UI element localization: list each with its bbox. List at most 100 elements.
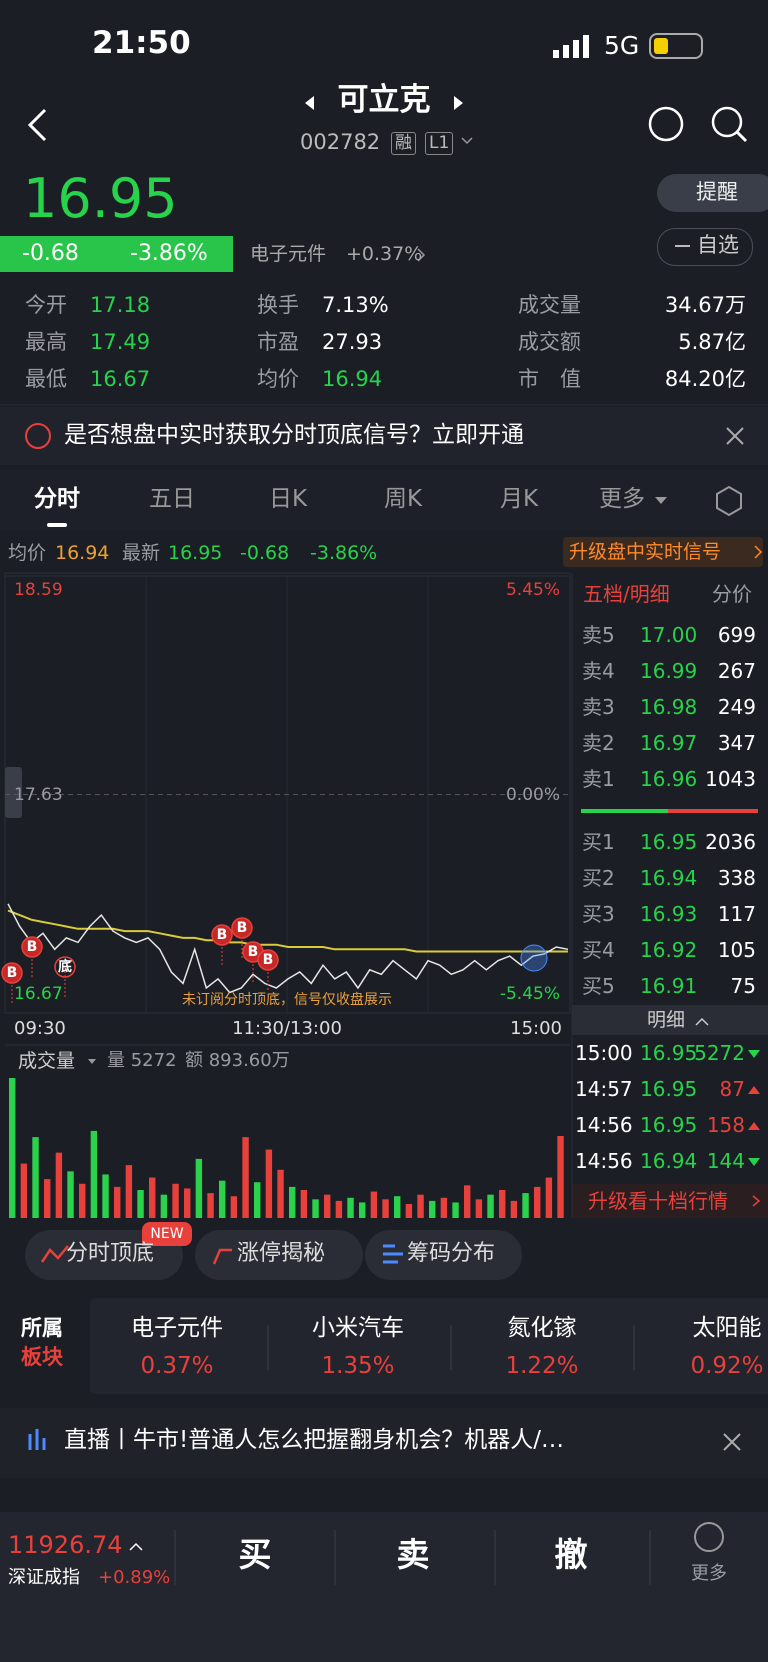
- trade-action[interactable]: 卖: [396, 1535, 430, 1574]
- volume-label[interactable]: 成交量: [18, 1050, 76, 1072]
- battery: [649, 33, 703, 59]
- detail-bar[interactable]: [572, 1005, 768, 1035]
- dropdown[interactable]: [461, 137, 473, 145]
- back-button[interactable]: [27, 108, 47, 142]
- tab[interactable]: 五日: [149, 486, 195, 512]
- book-price: 16.94: [640, 866, 698, 890]
- volume-bar: [499, 1190, 506, 1218]
- info-avg-label: 均价: [8, 542, 47, 564]
- tab[interactable]: 月K: [499, 486, 539, 512]
- sector-name[interactable]: 电子元件: [131, 1315, 223, 1341]
- trade-action[interactable]: 买: [238, 1535, 272, 1574]
- book-volume: 338: [717, 866, 756, 890]
- tool-label[interactable]: 涨停揭秘: [237, 1241, 326, 1266]
- ten-level-bar[interactable]: [572, 1184, 768, 1218]
- sector-label: 板块: [21, 1345, 63, 1369]
- upgrade-arrow: [754, 545, 763, 559]
- ten-level-upgrade[interactable]: 升级看十档行情: [588, 1189, 728, 1213]
- watchlist-button[interactable]: [657, 228, 753, 266]
- info-change-pct: -3.86%: [310, 542, 378, 564]
- book-level: 买1: [582, 830, 615, 854]
- trade-volume: 144: [706, 1149, 745, 1173]
- bottom-bar: [0, 1512, 768, 1662]
- stat-label: 市 值: [518, 367, 581, 391]
- trade-arrow: [748, 1086, 760, 1094]
- sector-change: 0.92%: [690, 1353, 764, 1379]
- volume-bar: [534, 1186, 541, 1218]
- clock: 21:50: [92, 25, 191, 61]
- stock-name: 可立克: [337, 82, 431, 118]
- volume-bar: [359, 1202, 366, 1218]
- trade-time: 14:57: [575, 1077, 633, 1101]
- tool-label[interactable]: 分时顶底: [66, 1241, 155, 1266]
- more-label[interactable]: 更多: [691, 1563, 727, 1584]
- stat-value: 17.18: [90, 293, 151, 317]
- book-level: 卖3: [582, 695, 615, 719]
- search-button[interactable]: [711, 106, 743, 138]
- pct-label: -5.45%: [499, 984, 560, 1004]
- volume-bar: [230, 1196, 238, 1218]
- book-level: 买2: [582, 866, 615, 890]
- book-volume: 75: [730, 974, 756, 998]
- tool-pill[interactable]: [195, 1230, 363, 1280]
- more-icon[interactable]: [694, 1522, 724, 1552]
- new-badge-text: NEW: [150, 1226, 184, 1242]
- volume-bar: [265, 1149, 273, 1218]
- upgrade-text[interactable]: 升级盘中实时信号: [569, 541, 722, 563]
- book-volume: 347: [717, 731, 756, 755]
- upgrade-pill[interactable]: [563, 537, 763, 567]
- volume-bar: [289, 1186, 296, 1218]
- tab[interactable]: 周K: [383, 486, 423, 512]
- volume-bar: [32, 1137, 39, 1218]
- sector-name[interactable]: 氮化镓: [507, 1315, 577, 1341]
- detail-caret: [695, 1017, 709, 1026]
- more-arrow: [655, 497, 667, 504]
- sector-name[interactable]: 太阳能: [692, 1315, 762, 1341]
- volume-bar: [510, 1200, 518, 1218]
- trade-time: 14:56: [575, 1113, 633, 1137]
- book-level: 卖4: [582, 659, 615, 683]
- tab[interactable]: 分时: [34, 486, 80, 512]
- sector-change: +0.37%: [346, 243, 423, 265]
- chart-handle[interactable]: [5, 767, 22, 818]
- time-label: 09:30: [14, 1018, 66, 1039]
- sector-label: 所属: [21, 1316, 63, 1340]
- volume-bar: [464, 1185, 471, 1218]
- close-button[interactable]: [723, 1433, 741, 1451]
- tab[interactable]: 日K: [268, 486, 308, 512]
- tab[interactable]: 更多: [599, 486, 645, 512]
- badge: L1: [425, 132, 454, 155]
- upgrade-arrow: [752, 1195, 761, 1207]
- trade-volume: 5272: [694, 1041, 745, 1065]
- trade-action[interactable]: 撤: [554, 1535, 588, 1574]
- stat-label: 今开: [25, 293, 67, 317]
- stat-value: 16.67: [90, 367, 151, 391]
- detail-label[interactable]: 明细: [646, 1009, 686, 1031]
- book-volume: 1043: [705, 767, 756, 791]
- book-volume: 699: [717, 623, 756, 647]
- settings-button[interactable]: [716, 485, 742, 517]
- book-col: 分价: [712, 582, 752, 606]
- volume-bar: [382, 1199, 389, 1218]
- close-button[interactable]: [726, 427, 744, 445]
- sector-name[interactable]: 小米汽车: [312, 1315, 404, 1341]
- volume-bar: [79, 1183, 86, 1218]
- refresh-button[interactable]: [648, 106, 684, 142]
- stat-label: 最低: [25, 367, 67, 391]
- signal-label: B: [247, 944, 259, 960]
- book-volume: 105: [717, 938, 756, 962]
- watchlist-label[interactable]: 自选: [697, 233, 739, 257]
- volume-bar: [102, 1174, 109, 1218]
- live-text[interactable]: 直播丨牛市!普通人怎么把握翻身机会？机器人/…: [64, 1427, 564, 1453]
- info-last-label: 最新: [122, 542, 161, 564]
- sector[interactable]: 电子元件: [250, 243, 327, 265]
- banner-bg: [0, 407, 768, 465]
- volume-bar: [207, 1193, 214, 1218]
- trade-arrow: [748, 1158, 760, 1166]
- change: -0.68: [22, 241, 79, 266]
- alert-label[interactable]: 提醒: [696, 180, 738, 204]
- banner-text[interactable]: 是否想盘中实时获取分时顶底信号？立即开通: [64, 422, 524, 448]
- alert-button[interactable]: [657, 174, 768, 212]
- tool-label[interactable]: 筹码分布: [407, 1241, 496, 1266]
